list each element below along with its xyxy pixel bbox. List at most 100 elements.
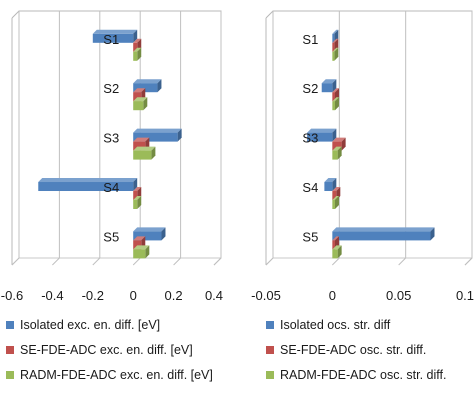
bar-top: [332, 227, 435, 232]
chart-1: S1 S2 S3 S4 S5 -0.6 -0.4 -0.2 0 0.2 0.4: [1, 10, 223, 303]
bar-front: [133, 92, 142, 102]
category-label: S4: [302, 180, 318, 195]
bar-top: [332, 196, 339, 201]
x-tick-label: -0.2: [82, 288, 104, 303]
legend-swatch: [6, 371, 14, 379]
bar-front: [133, 101, 144, 111]
bar-side: [341, 137, 346, 151]
bar-front: [133, 240, 142, 250]
bar-front: [332, 249, 338, 259]
bar-front: [133, 132, 178, 142]
legend-swatch: [6, 321, 14, 329]
bar-front: [133, 83, 158, 93]
bar-front: [133, 249, 146, 259]
bar-front: [332, 92, 335, 102]
bar-side: [332, 79, 337, 93]
category-label: S4: [103, 180, 119, 195]
legend-item: RADM-FDE-ADC osc. str. diff.: [266, 368, 446, 382]
bar-front: [133, 141, 146, 151]
bar-top: [133, 38, 142, 43]
x-tick-label: 0.05: [386, 288, 411, 303]
legend-item: SE-FDE-ADC osc. str. diff.: [266, 343, 426, 357]
bar-front: [332, 150, 338, 160]
bar-top: [324, 178, 337, 183]
bar: [332, 146, 342, 160]
category-label: S2: [302, 81, 318, 96]
bar-top: [133, 236, 146, 241]
bar-front: [133, 200, 138, 210]
bar-front: [133, 191, 138, 201]
category-label: S3: [302, 131, 318, 146]
legend-item: Isolated ocs. str. diff: [266, 318, 390, 332]
bar-top: [133, 245, 150, 250]
bar-front: [133, 231, 162, 241]
legend-label: Isolated exc. en. diff. [eV]: [20, 318, 161, 332]
bar-side: [332, 128, 337, 142]
gridline-floor: [132, 257, 141, 266]
bar-side: [177, 128, 182, 142]
legend-item: SE-FDE-ADC exc. en. diff. [eV]: [6, 343, 193, 357]
bar-top: [332, 146, 342, 151]
bar-front: [321, 83, 333, 93]
category-label: S1: [302, 32, 318, 47]
bar: [133, 79, 162, 93]
bar-top: [133, 187, 142, 192]
bar: [332, 97, 339, 111]
gridline-floor: [173, 257, 181, 266]
gridline-floor: [265, 257, 274, 266]
bar-top: [332, 38, 339, 43]
bar-side: [161, 227, 166, 241]
bar: [133, 227, 166, 241]
bar-front: [332, 101, 335, 111]
bar-side: [334, 196, 339, 210]
bar-side: [137, 47, 142, 61]
bar-side: [145, 245, 150, 259]
bar-top: [332, 88, 339, 93]
category-label: S3: [103, 131, 119, 146]
bar-front: [332, 33, 335, 43]
bar-top: [133, 146, 156, 151]
x-tick-label: 0: [130, 288, 137, 303]
x-tick-label: -0.05: [251, 288, 281, 303]
gridline-floor: [11, 257, 20, 266]
bar-side: [137, 196, 142, 210]
bar-top: [332, 245, 342, 250]
bar-top: [133, 88, 146, 93]
bar-front: [133, 51, 138, 61]
gridline-floor: [92, 257, 101, 266]
bar-top: [133, 196, 142, 201]
bar-top: [133, 137, 150, 142]
legend-item: RADM-FDE-ADC exc. en. diff. [eV]: [6, 368, 213, 382]
bar: [324, 178, 337, 192]
legend-label: Isolated ocs. str. diff: [280, 318, 391, 332]
bar-side: [337, 146, 342, 160]
bar-top: [133, 227, 166, 232]
bar-side: [143, 97, 148, 111]
x-tick-label: 0.2: [165, 288, 183, 303]
gridline-floor: [52, 257, 60, 266]
bar-side: [332, 178, 337, 192]
bar-front: [38, 182, 134, 192]
bar-top: [332, 137, 346, 142]
bar-top: [133, 97, 148, 102]
gridline-floor: [213, 257, 222, 266]
bar-top: [38, 178, 138, 183]
bar: [332, 245, 342, 259]
bar-front: [332, 51, 335, 61]
bar: [133, 245, 150, 259]
plot-floor: [11, 257, 221, 266]
bar-top: [332, 47, 339, 52]
bar: [133, 128, 182, 142]
x-tick-label: -0.6: [1, 288, 23, 303]
bar-front: [133, 42, 138, 52]
bar: [92, 29, 138, 43]
bar-front: [332, 231, 431, 241]
bar: [38, 178, 138, 192]
legend-swatch: [266, 346, 274, 354]
legend-item: Isolated exc. en. diff. [eV]: [6, 318, 160, 332]
bar-top: [133, 47, 142, 52]
bar-side: [334, 97, 339, 111]
bar: [133, 97, 148, 111]
bar-front: [332, 42, 335, 52]
